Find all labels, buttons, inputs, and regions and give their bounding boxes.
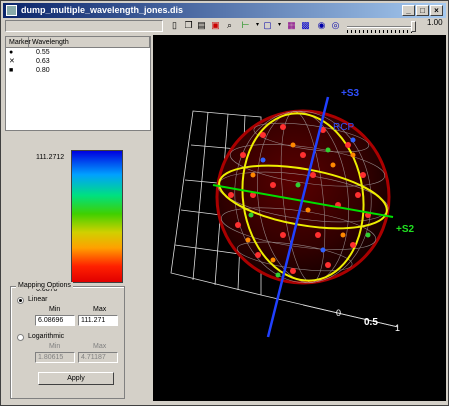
toolbar: ▯ ❐ ▤ ▣ ⌕ ⊢ ▾ ▢ ▾ ▦ ▩ ◉ ◎ 1.00 [3, 18, 446, 35]
marker-cross-icon: ✕ [9, 58, 15, 65]
poincare-sphere-viewport[interactable]: +S3 RCP +S2 0 0.5 1 [153, 35, 446, 401]
colorbar [71, 150, 123, 283]
rcp-label: RCP [333, 122, 354, 133]
s2-axis-label: +S2 [396, 224, 415, 235]
scale-label-05: 0.5 [364, 317, 378, 328]
left-panel: Marker Wavelength ● 0.55 ✕ 0.63 ■ 0.80 1… [3, 35, 151, 401]
scale-label-0: 0 [336, 308, 341, 318]
colorbar-min-label: 6.0870 [36, 286, 58, 293]
log-min-input[interactable]: 1.80615 [35, 352, 75, 363]
colorbar-max-label: 111.2712 [36, 154, 65, 161]
log-max-input[interactable]: 4.71187 [78, 352, 118, 363]
scale-label-1: 1 [395, 323, 400, 333]
log-min-label: Min [49, 343, 61, 350]
slider-value: 1.00 [427, 18, 443, 27]
poincare-sphere-plot: +S3 RCP +S2 0 0.5 1 [170, 88, 415, 338]
table-row[interactable]: ■ 0.80 [6, 66, 150, 75]
logarithmic-label: Logarithmic [28, 333, 65, 340]
copy-icon[interactable]: ❐ [184, 20, 193, 30]
linear-label: Linear [28, 296, 48, 303]
wavelength-value: 0.63 [36, 58, 50, 65]
log-max-label: Max [93, 343, 107, 350]
zoom-icon[interactable]: ⌕ [226, 20, 233, 30]
axes-dropdown-icon[interactable]: ▾ [255, 22, 259, 28]
mapping-options-title: Mapping Options [16, 282, 73, 289]
logarithmic-radio[interactable] [17, 334, 24, 341]
marker-circle-icon: ● [9, 49, 14, 56]
close-button[interactable]: × [430, 5, 443, 16]
column-header-marker[interactable]: Marker [6, 37, 31, 47]
marker-square-icon: ■ [9, 67, 14, 74]
apply-button[interactable]: Apply [38, 372, 114, 385]
title-bar[interactable]: dump_multiple_wavelength_jones.dis _ □ × [3, 3, 446, 18]
clipboard-icon[interactable]: ▤ [197, 20, 206, 30]
linear-max-input[interactable]: 111.271 [78, 315, 118, 326]
box-dropdown-icon[interactable]: ▾ [277, 22, 281, 28]
column-header-wavelength[interactable]: Wavelength [29, 37, 150, 47]
toolbar-field[interactable] [5, 20, 163, 32]
linear-min-input[interactable]: 6.08696 [35, 315, 75, 326]
print-icon[interactable]: ▣ [211, 20, 220, 30]
bottom-scrollbar[interactable] [3, 401, 446, 405]
slider-ticks [347, 30, 413, 33]
zoom-slider-track[interactable] [347, 26, 413, 28]
globe-icon[interactable]: ◉ [317, 20, 326, 30]
new-file-icon[interactable]: ▯ [172, 20, 177, 30]
app-icon [6, 5, 17, 16]
wavelength-legend-table: Marker Wavelength ● 0.55 ✕ 0.63 ■ 0.80 [5, 36, 151, 131]
axes-icon[interactable]: ⊢ [241, 20, 250, 30]
minimize-button[interactable]: _ [402, 5, 415, 16]
window-title: dump_multiple_wavelength_jones.dis [21, 5, 184, 15]
wavelength-value: 0.80 [36, 67, 50, 74]
linear-radio[interactable] [17, 297, 24, 304]
zoom-slider-thumb[interactable] [411, 21, 416, 32]
grid-icon[interactable]: ▦ [287, 20, 296, 30]
s3-axis-label: +S3 [341, 88, 360, 99]
linear-min-label: Min [49, 306, 61, 313]
wavelength-value: 0.55 [36, 49, 50, 56]
yellow-great-circles [218, 112, 388, 282]
rotate-icon[interactable]: ▩ [301, 20, 310, 30]
maximize-button[interactable]: □ [416, 5, 429, 16]
linear-max-label: Max [93, 306, 107, 313]
sphere-icon[interactable]: ◎ [331, 20, 340, 30]
box-icon[interactable]: ▢ [263, 20, 272, 30]
table-row[interactable]: ● 0.55 [6, 48, 150, 57]
table-row[interactable]: ✕ 0.63 [6, 57, 150, 66]
mapping-options-group: Mapping Options Linear Min Max 6.08696 1… [10, 282, 125, 399]
colorbar-area: 111.2712 6.0870 [5, 132, 151, 293]
s3-axis [266, 96, 330, 338]
